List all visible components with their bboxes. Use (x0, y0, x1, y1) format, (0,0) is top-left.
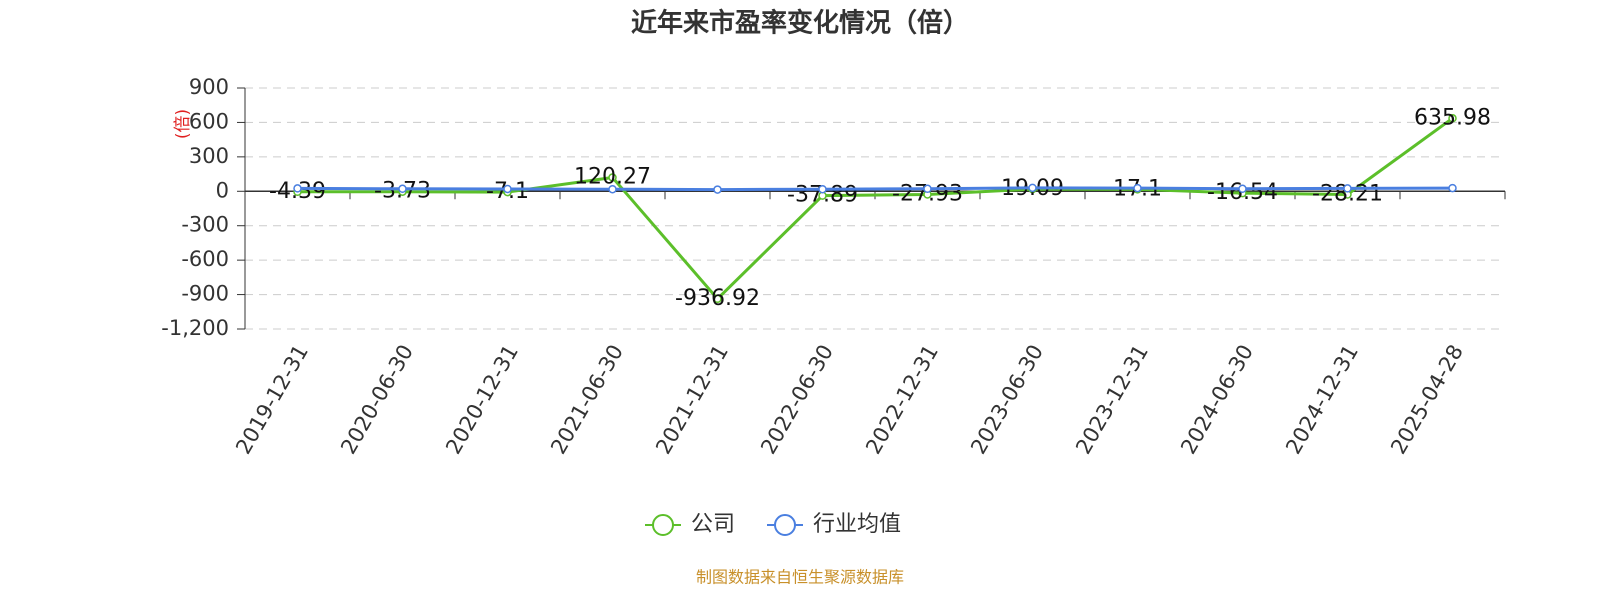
y-tick-label: 300 (189, 144, 229, 168)
point (923, 184, 932, 194)
y-tick-label: 0 (216, 178, 229, 202)
point (1238, 184, 1247, 194)
point (1448, 114, 1457, 123)
y-tick-label: 600 (189, 109, 229, 133)
point (1133, 183, 1142, 193)
x-tick-label: 2024-12-31 (1281, 341, 1363, 459)
y-tick-label: -1,200 (161, 316, 229, 340)
point (608, 173, 617, 182)
y-tick-label: 900 (189, 75, 229, 99)
point (293, 184, 302, 193)
x-tick-label: 2022-12-31 (861, 341, 943, 459)
point (398, 184, 407, 194)
x-tick-label: 2025-04-28 (1386, 341, 1468, 459)
x-tick-label: 2024-06-30 (1176, 341, 1258, 459)
series-line (297, 117, 1454, 301)
point (1448, 183, 1457, 193)
x-tick-label: 2019-12-31 (231, 341, 313, 459)
point (1028, 183, 1037, 193)
point (608, 184, 617, 194)
x-tick-label: 2023-12-31 (1071, 341, 1153, 459)
x-tick-label: 2021-06-30 (546, 341, 628, 459)
point (818, 184, 827, 194)
y-tick-label: -900 (181, 282, 229, 306)
x-tick-label: 2022-06-30 (756, 341, 838, 459)
point (503, 184, 512, 194)
legend-label: 行业均值 (813, 512, 901, 537)
x-tick-label: 2020-12-31 (441, 341, 523, 459)
legend-label: 公司 (691, 512, 735, 537)
y-axis-label: (倍) (173, 109, 193, 139)
legend-marker (652, 514, 674, 536)
chart-title: 近年来市盈率变化情况（倍） (631, 8, 969, 39)
y-tick-label: -300 (181, 213, 229, 237)
point (1343, 184, 1352, 193)
series-line (297, 186, 1453, 192)
point (713, 185, 722, 194)
point (713, 294, 722, 304)
y-tick-label: -600 (181, 247, 229, 271)
source-note: 制图数据来自恒生聚源数据库 (696, 568, 904, 587)
x-tick-label: 2020-06-30 (336, 341, 418, 459)
x-tick-label: 2021-12-31 (651, 341, 733, 459)
data-label: 635.98 (1414, 105, 1491, 130)
data-label: -936.92 (675, 286, 760, 311)
x-tick-label: 2023-06-30 (966, 341, 1048, 459)
legend-marker (774, 514, 796, 536)
